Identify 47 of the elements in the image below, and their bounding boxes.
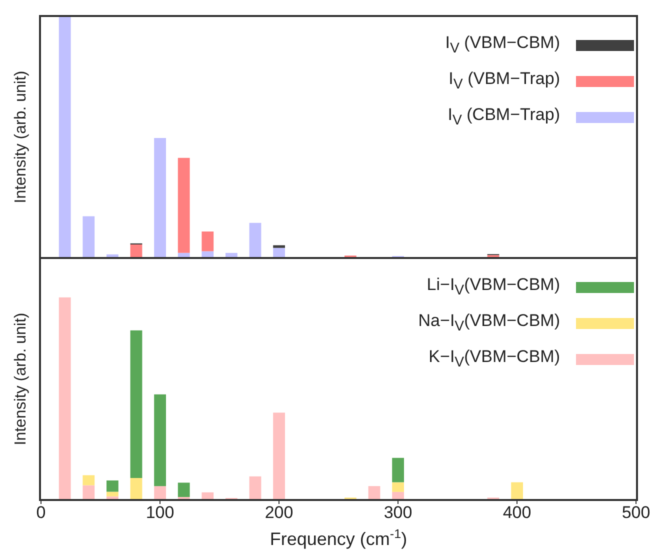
bar [273, 245, 285, 248]
bar [392, 492, 404, 499]
bar [273, 248, 285, 257]
bar [130, 244, 142, 257]
bar [202, 232, 214, 252]
bar [202, 251, 214, 257]
bar [249, 476, 262, 499]
bar [178, 158, 190, 253]
bar [154, 486, 166, 499]
bar [178, 482, 190, 497]
bar [82, 475, 95, 486]
x-axis-title: Frequency (cm$^{-1}$) [270, 527, 408, 549]
bar [106, 480, 118, 492]
bar [106, 254, 118, 257]
bar [130, 330, 142, 478]
legend-label: I$_{V}$ (VBM−CBM) [445, 33, 560, 57]
bar [58, 17, 71, 257]
bar [273, 412, 285, 499]
bar [106, 496, 118, 499]
bar [82, 485, 95, 499]
bar [106, 492, 118, 496]
y-axis-title: Intensity (arb. unit) [12, 312, 30, 446]
legend-label: I$_{V}$ (CBM−Trap) [448, 105, 560, 129]
bar [249, 222, 262, 257]
bar [82, 216, 95, 257]
y-axis-title: Intensity (arb. unit) [12, 70, 30, 204]
bar [392, 458, 404, 482]
bar [154, 394, 166, 486]
bar [202, 492, 214, 499]
legend-label: I$_{V}$ (VBM−Trap) [448, 69, 560, 93]
bar [154, 138, 166, 257]
x-tick-label: 0 [36, 503, 46, 522]
bar [368, 486, 380, 499]
bar [392, 482, 404, 492]
x-tick-label: 400 [502, 503, 532, 522]
legend-label: Na−I$_{V}$(VBM−CBM) [418, 311, 560, 335]
x-tick-label: 300 [384, 503, 412, 522]
bar [58, 297, 71, 499]
bar [130, 478, 142, 499]
bar [226, 252, 238, 257]
bar [178, 252, 190, 257]
legend-label: Li−I$_{V}$(VBM−CBM) [426, 275, 560, 299]
x-tick-label: 200 [264, 503, 294, 522]
legend-label: K−I$_{V}$(VBM−CBM) [428, 347, 560, 371]
bar [511, 482, 523, 499]
x-tick-label: 100 [146, 503, 174, 522]
x-tick-label: 500 [622, 503, 650, 522]
